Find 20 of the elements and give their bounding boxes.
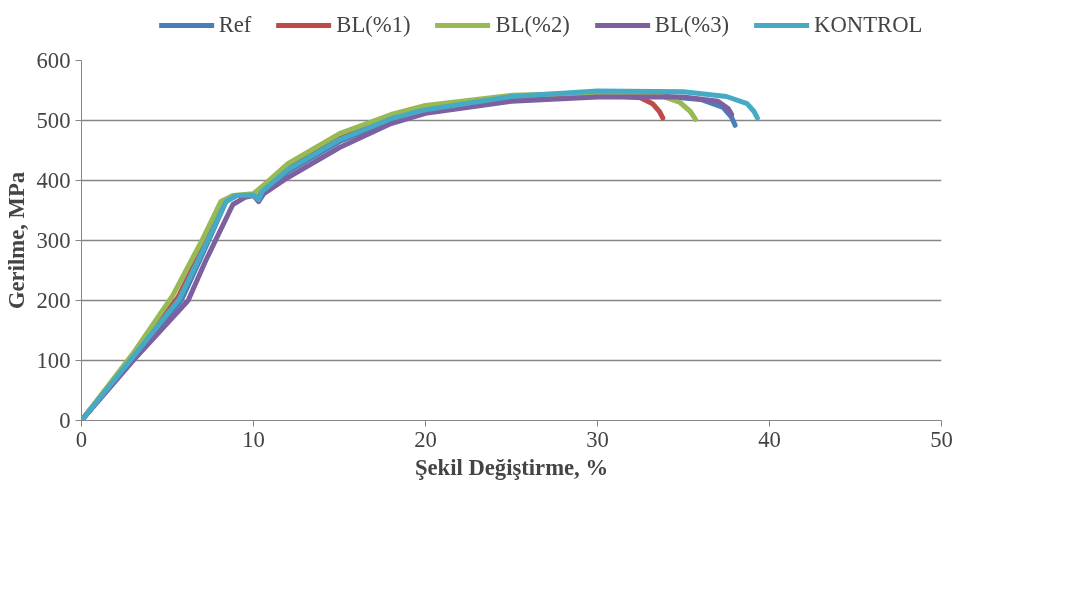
y-tick-label: 200 (36, 288, 71, 313)
legend-label: BL(%2) (495, 12, 570, 38)
x-tick-label: 0 (75, 426, 88, 452)
y-axis-title: Gerilme, MPa (3, 171, 29, 310)
y-tick-label: 500 (36, 108, 71, 133)
y-tick-label: 300 (36, 228, 71, 253)
legend-label: BL(%3) (654, 12, 730, 38)
y-tick-label: 0 (59, 408, 71, 433)
x-tick-label: 40 (758, 426, 781, 452)
y-tick-label: 100 (36, 348, 71, 373)
legend-label: BL(%1) (336, 12, 411, 38)
x-axis-title: Şekil Değiştirme, % (414, 454, 609, 480)
x-tick-label: 30 (586, 426, 609, 452)
legend-label: Ref (218, 12, 252, 38)
x-tick-label: 50 (930, 426, 953, 452)
x-tick-label: 10 (242, 426, 265, 452)
x-tick-label: 20 (414, 426, 437, 452)
legend-label: KONTROL (814, 12, 923, 38)
y-tick-label: 400 (36, 168, 71, 193)
y-tick-label: 600 (36, 48, 71, 73)
